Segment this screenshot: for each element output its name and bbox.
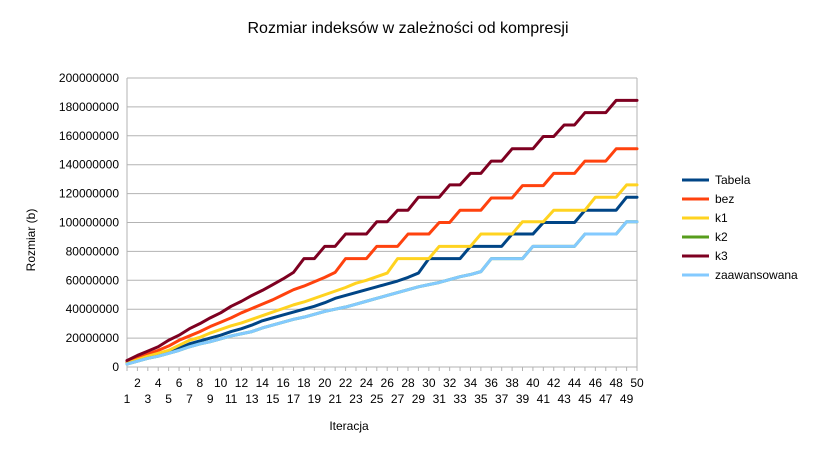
legend-label: k1: [715, 211, 728, 225]
x-axis-title: Iteracja: [329, 419, 369, 433]
x-tick-label: 38: [505, 376, 519, 390]
series-line-zaawansowana: [125, 220, 639, 366]
x-tick-label: 8: [197, 376, 204, 390]
x-tick-label: 3: [144, 392, 151, 406]
x-tick-label: 1: [124, 392, 131, 406]
legend: Tabela bez k1 k2 k3 zaawansowana: [682, 173, 798, 282]
x-tick-label: 7: [186, 392, 193, 406]
x-tick-label: 48: [610, 376, 624, 390]
x-tick-label: 10: [214, 376, 228, 390]
x-tick-label: 23: [349, 392, 363, 406]
y-tick-label: 60000000: [66, 273, 120, 287]
x-tick-label: 26: [381, 376, 395, 390]
plot-area: [125, 98, 639, 366]
x-tick-label: 47: [599, 392, 613, 406]
y-tick-label: 0: [112, 360, 119, 374]
series-line-k3: [125, 98, 639, 362]
y-tick-label: 80000000: [66, 244, 120, 258]
x-tick-label: 14: [256, 376, 270, 390]
x-tick-label: 34: [464, 376, 478, 390]
x-tick-label: 5: [165, 392, 172, 406]
x-tick-label: 33: [453, 392, 467, 406]
y-tick-label: 20000000: [66, 331, 120, 345]
legend-label: zaawansowana: [715, 268, 798, 282]
x-tick-label: 16: [276, 376, 290, 390]
x-tick-label: 18: [297, 376, 311, 390]
y-tick-label: 120000000: [59, 187, 119, 201]
y-tick-label: 160000000: [59, 129, 119, 143]
series-line-bez: [125, 147, 639, 363]
series-line-k1: [125, 183, 639, 365]
x-tick-label: 13: [245, 392, 259, 406]
x-tick-label: 30: [422, 376, 436, 390]
y-axis: 0 20000000 40000000 60000000 80000000 1000000…: [59, 71, 119, 374]
legend-label: k2: [715, 230, 728, 244]
x-tick-label: 22: [339, 376, 353, 390]
legend-label: Tabela: [715, 173, 751, 187]
x-tick-label: 49: [620, 392, 634, 406]
x-tick-label: 39: [516, 392, 530, 406]
y-tick-label: 40000000: [66, 302, 120, 316]
x-tick-label: 50: [630, 376, 644, 390]
x-tick-label: 28: [401, 376, 415, 390]
x-tick-label: 4: [155, 376, 162, 390]
x-tick-label: 41: [537, 392, 551, 406]
x-tick-label: 21: [328, 392, 342, 406]
x-tick-label: 27: [391, 392, 405, 406]
x-tick-label: 31: [433, 392, 447, 406]
x-tick-label: 35: [474, 392, 488, 406]
x-tick-label: 40: [526, 376, 540, 390]
x-tick-label: 20: [318, 376, 332, 390]
x-tick-label: 45: [578, 392, 592, 406]
x-tick-label: 15: [266, 392, 280, 406]
x-tick-label: 24: [360, 376, 374, 390]
x-tick-label: 11: [225, 392, 238, 406]
x-tick-label: 17: [287, 392, 301, 406]
x-tick-label: 32: [443, 376, 457, 390]
x-tick-label: 46: [589, 376, 603, 390]
x-axis: 1234567891011121314151617181920212223242…: [124, 367, 644, 406]
x-tick-label: 37: [495, 392, 509, 406]
x-tick-label: 2: [134, 376, 141, 390]
x-tick-label: 25: [370, 392, 384, 406]
series-line-Tabela: [125, 195, 639, 365]
chart-title: Rozmiar indeksów w zależności od kompres…: [247, 20, 568, 37]
x-tick-label: 9: [207, 392, 214, 406]
x-tick-label: 12: [235, 376, 249, 390]
x-tick-label: 36: [485, 376, 499, 390]
y-tick-label: 180000000: [59, 100, 119, 114]
x-tick-label: 43: [557, 392, 571, 406]
x-tick-label: 19: [308, 392, 322, 406]
y-tick-label: 200000000: [59, 71, 119, 85]
x-tick-label: 44: [568, 376, 582, 390]
legend-label: k3: [715, 249, 728, 263]
x-tick-label: 6: [176, 376, 183, 390]
y-tick-label: 140000000: [59, 158, 119, 172]
x-tick-label: 29: [412, 392, 426, 406]
y-axis-title: Rozmiar (b): [24, 209, 38, 272]
legend-label: bez: [715, 192, 734, 206]
x-tick-label: 42: [547, 376, 561, 390]
y-tick-label: 100000000: [59, 216, 119, 230]
